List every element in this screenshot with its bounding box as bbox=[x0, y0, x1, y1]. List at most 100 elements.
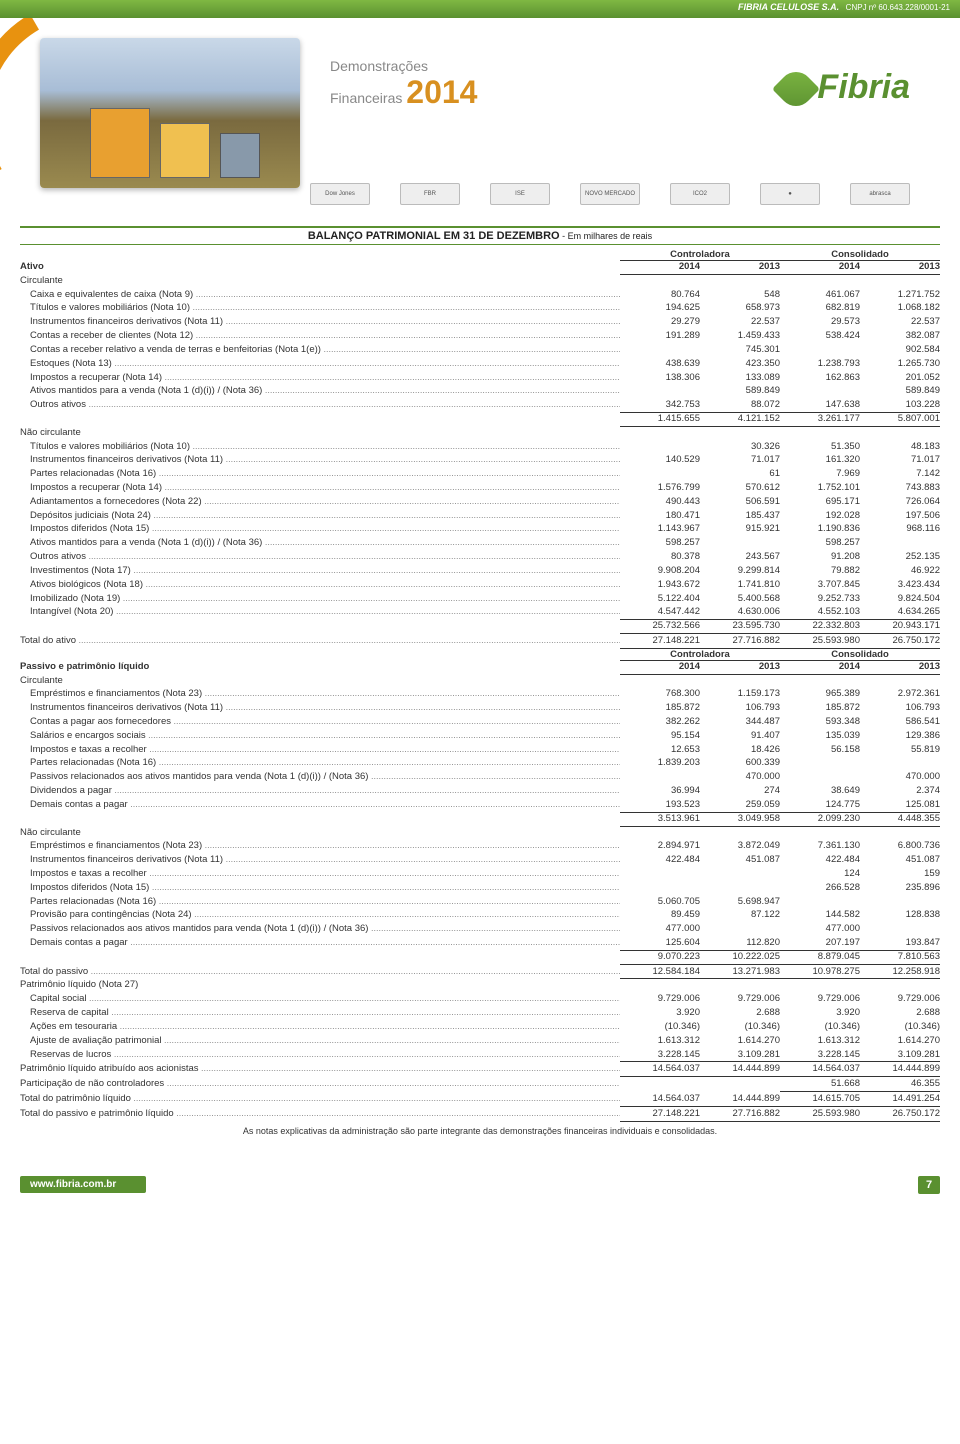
table-row: Partes relacionadas (Nota 16)1.839.20360… bbox=[20, 756, 940, 770]
row-label: Reservas de lucros bbox=[20, 1048, 620, 1062]
col-2013-cons: 2013 bbox=[860, 261, 940, 275]
val: 14.444.899 bbox=[700, 1063, 780, 1077]
row-value: 191.289 bbox=[620, 330, 700, 343]
table-row: Contas a receber de clientes (Nota 12)19… bbox=[20, 329, 940, 343]
row-value: 71.017 bbox=[700, 454, 780, 467]
circulante-label: Circulante bbox=[20, 275, 620, 288]
row-value: 745.301 bbox=[700, 344, 780, 357]
val: 27.716.882 bbox=[700, 635, 780, 649]
row-value: 2.688 bbox=[860, 1007, 940, 1020]
row-value: 695.171 bbox=[780, 496, 860, 509]
val: 51.668 bbox=[780, 1078, 860, 1092]
table-row: Caixa e equivalentes de caixa (Nota 9)80… bbox=[20, 288, 940, 302]
row-value: 1.068.182 bbox=[860, 302, 940, 315]
row-value: 133.089 bbox=[700, 372, 780, 385]
val: 14.615.705 bbox=[780, 1093, 860, 1107]
table-row: Impostos a recuperar (Nota 14)1.576.7995… bbox=[20, 481, 940, 495]
row-value: 477.000 bbox=[620, 923, 700, 936]
val: 5.807.001 bbox=[860, 413, 940, 427]
pl-atrib-row: Patrimônio líquido atribuído aos acionis… bbox=[20, 1062, 940, 1077]
nao-circulante-header: Não circulante bbox=[20, 427, 940, 440]
row-value: 124.775 bbox=[780, 799, 860, 813]
val: 27.716.882 bbox=[700, 1108, 780, 1122]
badge: ISE bbox=[490, 183, 550, 205]
row-value: 965.389 bbox=[780, 688, 860, 701]
row-value: 682.819 bbox=[780, 302, 860, 315]
row-value: 506.591 bbox=[700, 496, 780, 509]
row-label: Outros ativos bbox=[20, 398, 620, 412]
table-row: Instrumentos financeiros derivativos (No… bbox=[20, 315, 940, 329]
row-value: 1.614.270 bbox=[860, 1035, 940, 1048]
row-label: Provisão para contingências (Nota 24) bbox=[20, 908, 620, 922]
section-title-main: BALANÇO PATRIMONIAL EM 31 DE DEZEMBRO bbox=[308, 230, 560, 242]
row-value: 7.361.130 bbox=[780, 840, 860, 853]
row-value: 252.135 bbox=[860, 551, 940, 564]
val: 25.593.980 bbox=[780, 1108, 860, 1122]
label: Total do passivo e patrimônio líquido bbox=[20, 1107, 620, 1121]
row-value: 6.800.736 bbox=[860, 840, 940, 853]
total-passivo-label: Total do passivo bbox=[20, 965, 620, 979]
demo-line2: Financeiras bbox=[330, 90, 402, 106]
row-value: 266.528 bbox=[780, 882, 860, 895]
table-row: Impostos e taxas a recolher12.65318.4265… bbox=[20, 743, 940, 757]
demo-year: 2014 bbox=[406, 74, 477, 110]
row-value: 1.190.836 bbox=[780, 523, 860, 536]
hero-factory-image bbox=[40, 38, 300, 188]
row-value: 129.386 bbox=[860, 730, 940, 743]
row-value: 46.922 bbox=[860, 565, 940, 578]
row-value: 56.158 bbox=[780, 744, 860, 757]
table-row: Ativos biológicos (Nota 18)1.943.6721.74… bbox=[20, 578, 940, 592]
row-value: 103.228 bbox=[860, 399, 940, 413]
row-label: Ativos mantidos para a venda (Nota 1 (d)… bbox=[20, 536, 620, 550]
table-row: Instrumentos financeiros derivativos (No… bbox=[20, 853, 940, 867]
nao-circulante-label: Não circulante bbox=[20, 827, 620, 840]
row-value: 18.426 bbox=[700, 744, 780, 757]
badge: ● bbox=[760, 183, 820, 205]
row-label: Contas a receber relativo a venda de ter… bbox=[20, 343, 620, 357]
logo-text: Fibria bbox=[817, 68, 910, 106]
row-value: 140.529 bbox=[620, 454, 700, 467]
row-value: 1.613.312 bbox=[780, 1035, 860, 1048]
header-company: FIBRIA CELULOSE S.A. CNPJ nº 60.643.228/… bbox=[738, 2, 950, 12]
val: 10.978.275 bbox=[780, 966, 860, 980]
col: 2013 bbox=[860, 661, 940, 675]
table-row: Títulos e valores mobiliários (Nota 10)3… bbox=[20, 440, 940, 454]
row-value: 598.257 bbox=[620, 537, 700, 550]
row-value: 144.582 bbox=[780, 909, 860, 922]
row-label: Instrumentos financeiros derivativos (No… bbox=[20, 315, 620, 329]
row-value: 438.639 bbox=[620, 358, 700, 371]
row-label: Outros ativos bbox=[20, 550, 620, 564]
val: 4.121.152 bbox=[700, 413, 780, 427]
row-label: Instrumentos financeiros derivativos (No… bbox=[20, 453, 620, 467]
footnote: As notas explicativas da administração s… bbox=[20, 1126, 940, 1136]
row-value: 1.614.270 bbox=[700, 1035, 780, 1048]
row-label: Passivos relacionados aos ativos mantido… bbox=[20, 922, 620, 936]
row-value: 106.793 bbox=[860, 702, 940, 715]
val: 26.750.172 bbox=[860, 1108, 940, 1122]
row-value: 193.523 bbox=[620, 799, 700, 813]
row-value: 2.894.971 bbox=[620, 840, 700, 853]
row-label: Instrumentos financeiros derivativos (No… bbox=[20, 853, 620, 867]
row-value: 48.183 bbox=[860, 441, 940, 454]
row-value: 197.506 bbox=[860, 510, 940, 523]
row-value: 89.459 bbox=[620, 909, 700, 922]
val: 3.513.961 bbox=[620, 813, 700, 827]
row-value: 7.142 bbox=[860, 468, 940, 481]
row-label: Ativos mantidos para a venda (Nota 1 (d)… bbox=[20, 384, 620, 398]
passivo-nc-header: Não circulante bbox=[20, 827, 940, 840]
row-value: 91.208 bbox=[780, 551, 860, 564]
column-group-header-2: Controladora Consolidado bbox=[20, 649, 940, 661]
row-label: Caixa e equivalentes de caixa (Nota 9) bbox=[20, 288, 620, 302]
row-value: 9.824.504 bbox=[860, 593, 940, 606]
row-value: 159 bbox=[860, 868, 940, 881]
footer-url: www.fibria.com.br bbox=[20, 1176, 146, 1193]
hero-title-block: Demonstrações Financeiras 2014 bbox=[330, 58, 477, 111]
passivo-circulante-header: Circulante bbox=[20, 675, 940, 688]
row-value: 589.849 bbox=[700, 385, 780, 398]
row-value: 36.994 bbox=[620, 785, 700, 798]
row-label: Impostos e taxas a recolher bbox=[20, 743, 620, 757]
row-value: 1.265.730 bbox=[860, 358, 940, 371]
label: Patrimônio líquido atribuído aos acionis… bbox=[20, 1062, 620, 1076]
table-row: Outros ativos80.378243.56791.208252.135 bbox=[20, 550, 940, 564]
badge: abrasca bbox=[850, 183, 910, 205]
